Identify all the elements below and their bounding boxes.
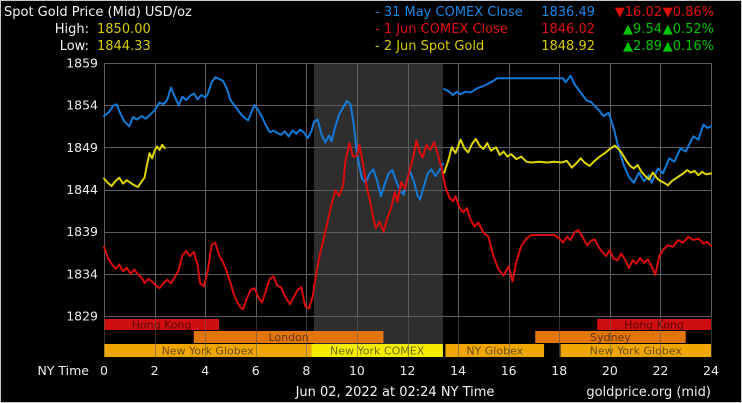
session-bar-label: Hong Kong <box>132 319 192 332</box>
session-bar-label: London <box>268 331 308 344</box>
legend-row-1jun: - 1 Jun COMEX Close 1846.02 ▲9.54 ▲0.52% <box>1 22 742 38</box>
x-tick-label: 14 <box>450 363 466 378</box>
legend-label: - 31 May COMEX Close <box>375 5 523 20</box>
price-line-1-jun-comex-close <box>103 139 712 311</box>
legend-change: ▲9.54 <box>623 22 662 37</box>
timestamp-text: Jun 02, 2022 at 02:24 NY Time <box>295 385 495 400</box>
legend-change-pct: ▼0.86% <box>662 5 714 20</box>
x-tick-label: 18 <box>551 363 567 378</box>
session-bar <box>311 344 443 357</box>
legend-value: 1836.49 <box>541 5 595 20</box>
y-tick-label: 1829 <box>66 309 98 324</box>
x-tick-label: 20 <box>602 363 618 378</box>
legend-change: ▼16.02 <box>614 5 662 20</box>
legend-row-31may: - 31 May COMEX Close 1836.49 ▼16.02 ▼0.8… <box>1 5 742 21</box>
legend-value: 1846.02 <box>541 22 595 37</box>
session-bar-label: NY Globex <box>466 345 523 358</box>
session-bar-label: Hong Kong <box>624 319 684 332</box>
legend-change-pct: ▲0.52% <box>662 22 714 37</box>
x-tick-label: 22 <box>652 363 668 378</box>
legend-label: - 2 Jun Spot Gold <box>375 39 485 54</box>
legend-change: ▲2.89 <box>623 39 662 54</box>
legend-value: 1848.92 <box>541 39 595 54</box>
x-axis-title: NY Time <box>37 363 89 378</box>
legend-row-2jun: - 2 Jun Spot Gold 1848.92 ▲2.89 ▲0.16% <box>1 39 742 55</box>
price-line-31-may-comex-close <box>103 76 444 201</box>
y-tick-label: 1839 <box>66 224 98 239</box>
x-tick-label: 12 <box>400 363 416 378</box>
legend-change-pct: ▲0.16% <box>662 39 714 54</box>
high-value: 1850.00 <box>97 22 151 37</box>
low-label: Low: <box>59 39 89 54</box>
session-bar-label: New York Globex <box>590 345 683 358</box>
page-title: Spot Gold Price (Mid) USD/oz <box>4 5 192 20</box>
price-line-2-jun-spot-gold <box>443 137 712 187</box>
x-tick-label: 0 <box>100 363 108 378</box>
session-bar <box>560 344 711 357</box>
y-tick-label: 1859 <box>66 56 98 71</box>
x-tick-label: 2 <box>151 363 159 378</box>
session-bar <box>193 331 384 343</box>
source-attribution: goldprice.org (mid) <box>586 385 711 400</box>
session-bar-label: New York Globex <box>162 345 255 358</box>
x-tick-label: 6 <box>252 363 260 378</box>
price-line-2-jun-spot-gold <box>103 143 166 188</box>
legend-label: - 1 Jun COMEX Close <box>375 22 508 37</box>
y-tick-label: 1844 <box>66 182 98 197</box>
high-row: High: 1850.00 <box>1 22 241 38</box>
session-bar-label: New York COMEX <box>330 345 425 358</box>
low-value: 1844.33 <box>97 39 151 54</box>
session-bar <box>104 319 220 330</box>
x-tick-label: 4 <box>201 363 209 378</box>
x-tick-label: 8 <box>302 363 310 378</box>
low-row: Low: 1844.33 <box>1 39 241 55</box>
comex-session-band <box>313 63 443 357</box>
high-label: High: <box>54 22 89 37</box>
price-line-31-may-comex-close <box>443 74 712 184</box>
x-tick-label: 24 <box>703 363 719 378</box>
y-tick-label: 1834 <box>66 266 98 281</box>
x-tick-label: 16 <box>501 363 517 378</box>
session-bar <box>597 319 711 330</box>
x-tick-label: 10 <box>349 363 365 378</box>
session-bar <box>445 344 545 357</box>
y-tick-label: 1854 <box>66 98 98 113</box>
y-tick-label: 1849 <box>66 140 98 155</box>
